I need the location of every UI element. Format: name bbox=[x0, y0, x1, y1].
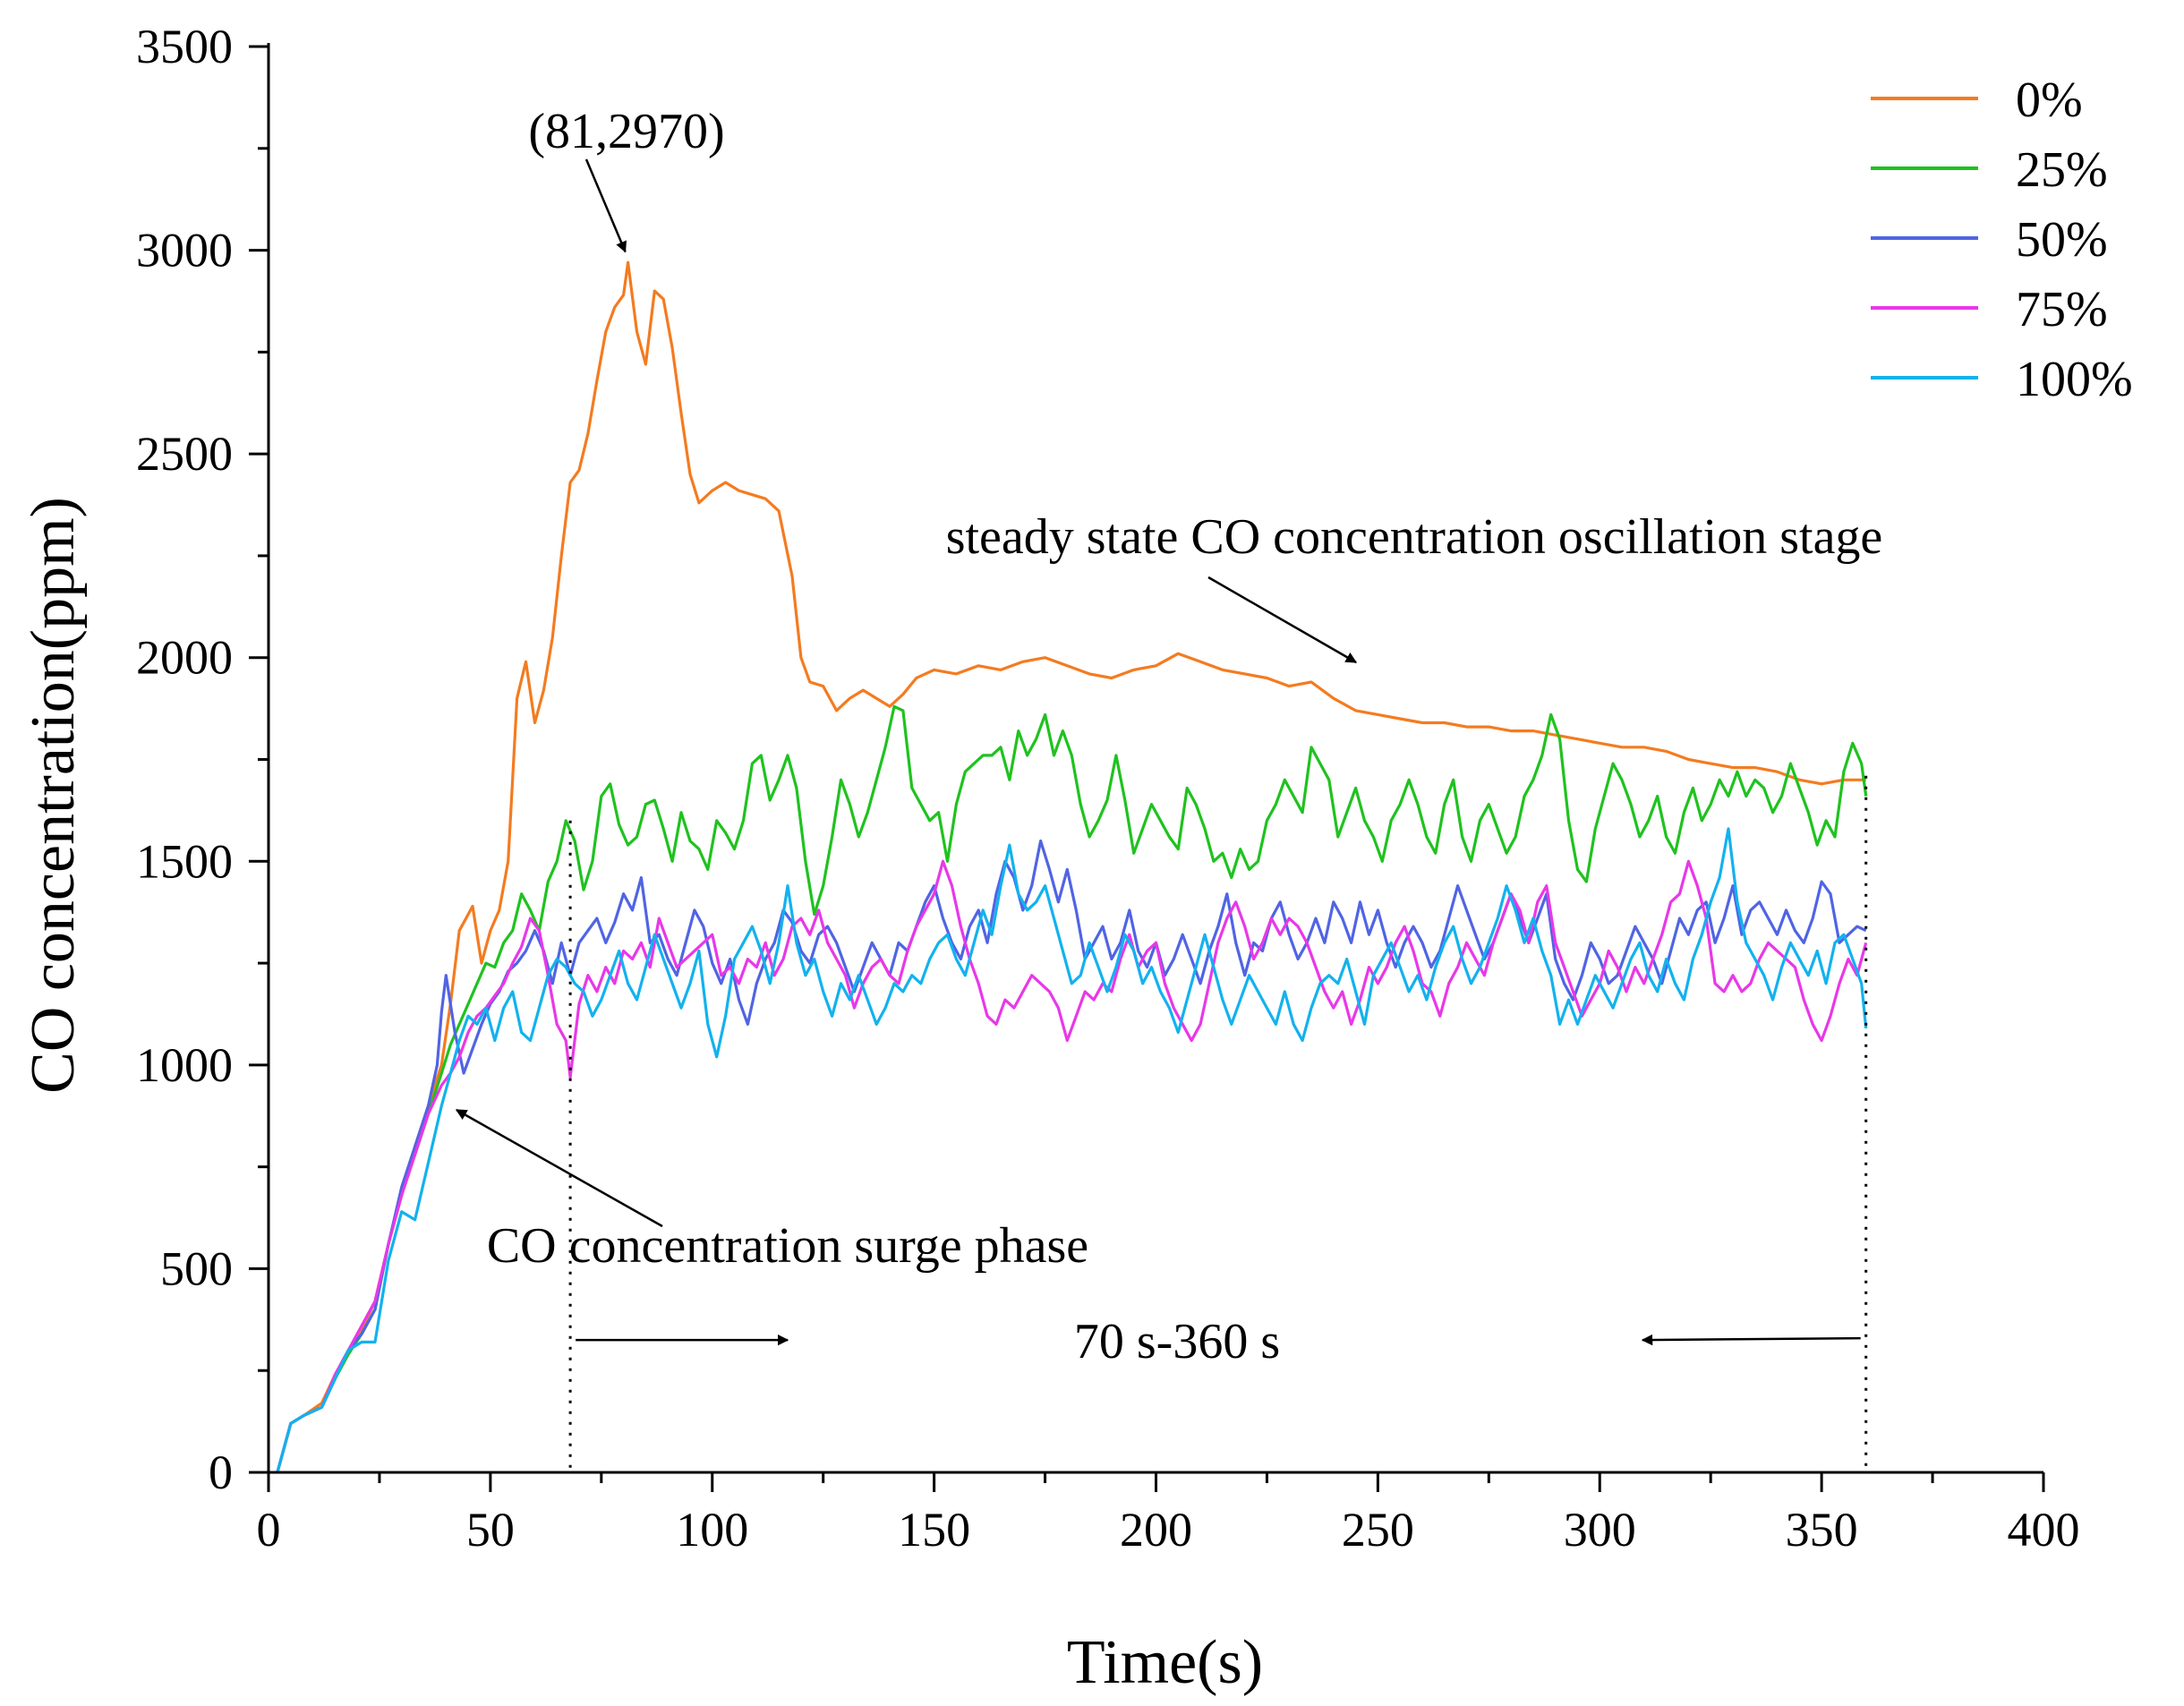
axes-layer: 0 50 100 150 200 250 300 350 400 0 500 1000 1500 2000… bbox=[19, 20, 2080, 1697]
x-tick-label: 200 bbox=[1120, 1503, 1192, 1557]
y-tick-label: 3000 bbox=[136, 224, 233, 277]
steady-label: steady state CO concentration oscillatio… bbox=[946, 509, 1883, 565]
y-tick-label: 1500 bbox=[136, 834, 233, 888]
x-tick-label: 350 bbox=[1786, 1503, 1858, 1557]
y-tick-label: 1000 bbox=[136, 1038, 233, 1092]
y-tick-label: 2500 bbox=[136, 427, 233, 481]
series-line-3 bbox=[276, 859, 1868, 1473]
y-axis-title: CO concentration(ppm) bbox=[19, 497, 88, 1094]
annotation-layer: (81,2970) steady state CO concentration o… bbox=[455, 104, 1883, 1472]
legend-label-3: 75% bbox=[2016, 282, 2108, 337]
x-tick-label: 300 bbox=[1564, 1503, 1636, 1557]
x-tick-label: 50 bbox=[466, 1503, 515, 1557]
surge-label: CO concentration surge phase bbox=[487, 1218, 1088, 1274]
series-line-4 bbox=[276, 827, 1868, 1473]
legend: 0% 25% 50% 75% 100% bbox=[1871, 73, 2133, 407]
surge-arrow bbox=[455, 1108, 663, 1228]
series-line-1 bbox=[276, 704, 1868, 1473]
series-layer bbox=[276, 260, 1868, 1473]
y-tick-label: 500 bbox=[160, 1241, 233, 1295]
legend-label-4: 100% bbox=[2016, 352, 2133, 407]
steady-arrow bbox=[1207, 576, 1358, 664]
legend-label-0: 0% bbox=[2016, 73, 2083, 128]
range-arrow-left bbox=[1641, 1334, 1861, 1346]
peak-arrow bbox=[584, 158, 627, 253]
x-axis-title: Time(s) bbox=[1067, 1628, 1263, 1697]
range-label: 70 s-360 s bbox=[1074, 1314, 1280, 1369]
y-tick-label: 0 bbox=[209, 1446, 233, 1499]
x-tick-label: 0 bbox=[257, 1503, 281, 1557]
peak-label: (81,2970) bbox=[528, 104, 724, 159]
x-tick-label: 400 bbox=[2008, 1503, 2080, 1557]
y-tick-label: 2000 bbox=[136, 631, 233, 685]
legend-label-1: 25% bbox=[2016, 142, 2108, 198]
legend-label-2: 50% bbox=[2016, 212, 2108, 268]
series-line-2 bbox=[276, 839, 1867, 1473]
x-tick-label: 100 bbox=[676, 1503, 748, 1557]
y-tick-label: 3500 bbox=[136, 20, 233, 73]
x-tick-label: 150 bbox=[898, 1503, 970, 1557]
series-line-0 bbox=[276, 260, 1866, 1473]
x-tick-label: 250 bbox=[1342, 1503, 1414, 1557]
